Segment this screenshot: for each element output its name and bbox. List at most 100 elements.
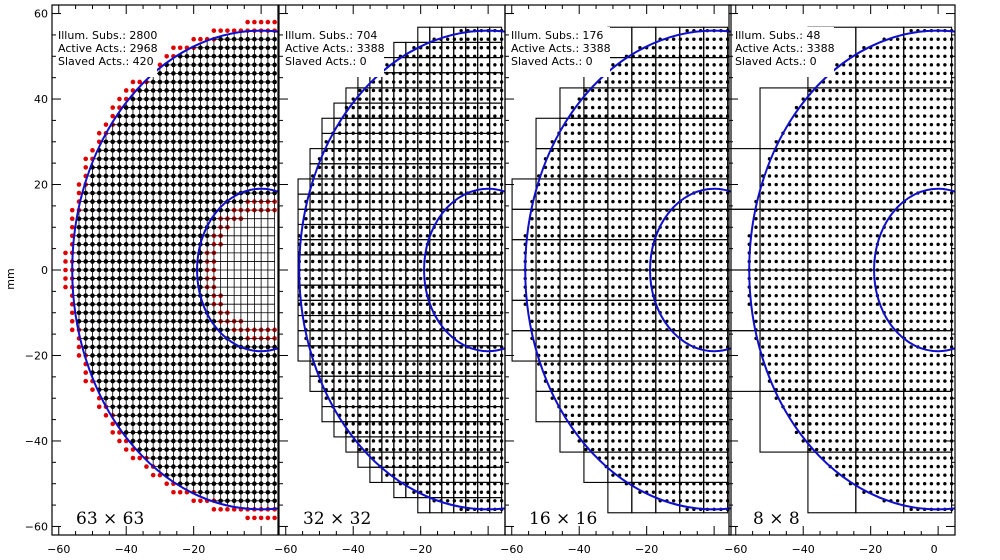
active-actuator [705,285,710,289]
active-actuator [705,447,710,452]
x-tick-label: −40 [342,543,365,556]
active-actuator [570,259,575,264]
active-actuator [719,46,723,50]
active-actuator [486,234,490,238]
active-actuator [445,114,450,118]
active-actuator [445,157,450,161]
active-actuator [493,217,497,221]
active-actuator [385,293,389,298]
active-actuator [486,165,490,170]
active-actuator [432,276,436,281]
active-actuator [644,174,649,178]
active-actuator [611,234,615,238]
active-actuator [692,499,696,503]
active-actuator [665,430,669,435]
active-actuator [685,157,689,161]
active-actuator [279,174,284,179]
active-actuator [317,199,322,204]
active-actuator [398,422,403,426]
active-actuator [466,362,470,366]
active-actuator [624,199,629,204]
active-actuator [577,182,581,187]
active-actuator [705,174,710,178]
active-actuator [304,242,308,247]
active-actuator [705,430,710,435]
active-actuator [638,157,642,161]
active-actuator [611,293,615,298]
active-actuator [338,336,342,341]
active-actuator [425,319,430,323]
active-actuator [604,422,608,426]
active-actuator [698,439,703,443]
active-actuator [466,182,470,187]
active-actuator [584,447,588,452]
active-actuator [385,439,389,443]
active-actuator [358,387,362,392]
active-actuator [324,276,328,281]
active-actuator [365,217,369,221]
active-actuator [530,319,534,323]
active-actuator [418,302,423,306]
active-actuator [692,88,696,93]
active-actuator [493,353,497,358]
active-actuator [351,379,355,383]
active-actuator [493,105,497,110]
active-actuator [459,157,463,161]
active-actuator [644,234,649,238]
active-actuator [432,122,436,127]
active-actuator [651,311,656,315]
active-actuator [425,490,430,494]
active-actuator [466,157,470,161]
active-actuator [611,396,615,400]
slaved-actuator [218,507,223,512]
subaperture [321,117,335,134]
active-actuator [584,422,588,426]
active-actuator [644,387,649,392]
active-actuator [472,63,477,67]
active-actuator [365,336,369,341]
active-actuator [398,379,403,383]
active-actuator [617,413,622,418]
active-actuator [479,259,484,264]
active-actuator [371,362,376,366]
active-actuator [537,225,541,229]
active-actuator [445,430,450,435]
active-actuator [617,439,622,443]
slaved-actuator [225,507,230,512]
active-actuator [507,166,510,169]
active-actuator [479,319,484,323]
active-actuator [685,63,689,67]
active-actuator [658,293,662,298]
x-tick-label: −60 [47,543,70,556]
active-actuator [658,63,662,67]
actuator-mesh [72,30,276,510]
active-actuator [351,413,355,418]
active-actuator [324,370,328,375]
active-actuator [692,430,696,435]
active-actuator [719,251,723,255]
active-actuator [365,234,369,238]
active-actuator [591,148,595,153]
active-actuator [658,140,662,144]
active-actuator [412,114,416,118]
active-actuator [705,456,710,460]
active-actuator [692,46,696,50]
active-actuator [692,490,696,494]
active-actuator [692,336,696,341]
active-actuator [445,259,450,264]
active-actuator [412,362,416,366]
active-actuator [472,413,477,418]
active-actuator [493,80,497,84]
active-actuator [577,319,581,323]
active-actuator [692,311,696,315]
active-actuator [472,165,477,170]
active-actuator [459,507,463,512]
active-actuator [537,234,541,238]
active-actuator [486,293,490,298]
active-actuator [692,276,696,281]
active-actuator [371,157,376,161]
active-actuator [418,319,423,323]
active-actuator [577,293,581,298]
active-actuator [651,285,656,289]
active-actuator [577,413,581,418]
